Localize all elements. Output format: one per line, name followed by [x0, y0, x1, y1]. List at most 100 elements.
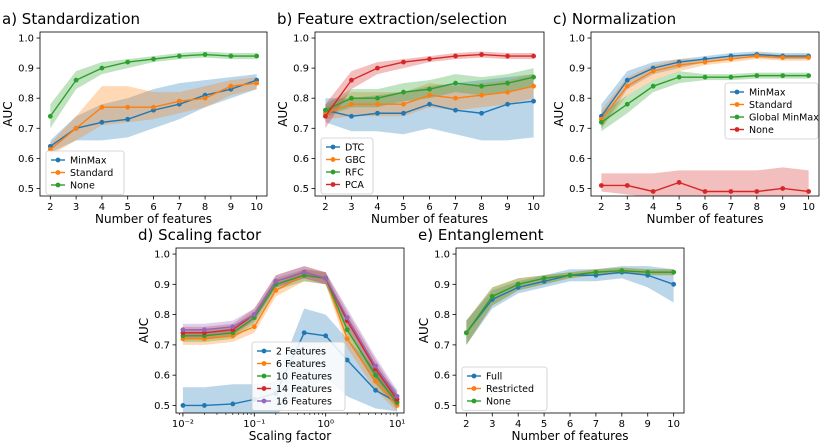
point-none	[151, 56, 156, 62]
x-tick-label: 4	[374, 202, 380, 213]
x-tick-label: 8	[754, 202, 760, 213]
point-pca	[531, 53, 536, 59]
point-2-features	[344, 357, 350, 363]
legend-label: RFC	[345, 168, 364, 179]
point-none	[463, 330, 469, 336]
point-none	[671, 269, 677, 275]
y-tick-label: 0.8	[18, 94, 34, 105]
y-tick-label: 0.8	[293, 94, 309, 105]
panel-title: b) Feature extraction/selection	[277, 10, 507, 28]
legend-box	[45, 150, 125, 195]
y-tick-label: 0.8	[569, 94, 585, 105]
point-none	[47, 113, 53, 119]
legend-label: Full	[486, 372, 502, 383]
point-rfc	[479, 83, 484, 89]
y-axis-label: AUC	[137, 318, 151, 343]
point-pca	[401, 59, 406, 65]
x-tick-label: 10⁻²	[172, 419, 194, 430]
point-gbc	[479, 92, 484, 98]
band-10-features	[182, 269, 398, 409]
point-none	[176, 53, 182, 59]
y-tick-label: 0.6	[569, 154, 585, 165]
point-rfc	[505, 80, 510, 86]
point-2-features	[323, 333, 329, 339]
legend-item-10-features: 10 Features	[257, 372, 332, 383]
x-tick-label: 8	[619, 419, 625, 430]
x-tick-label: 2	[463, 419, 469, 430]
legend-marker	[330, 182, 336, 187]
x-tick-label: 10	[802, 202, 815, 213]
point-minmax	[125, 116, 131, 122]
y-tick-label: 0.8	[434, 310, 450, 321]
legend-item-minmax: MinMax	[730, 88, 786, 99]
point-none	[593, 269, 599, 275]
x-tick-label: 3	[624, 202, 630, 213]
point-10-features	[344, 327, 350, 333]
point-global-minmax	[676, 74, 682, 80]
legend-box	[724, 82, 819, 140]
point-2-features	[202, 403, 207, 408]
point-none	[125, 59, 131, 65]
y-tick-label: 1.0	[18, 34, 34, 45]
legend-item-none: None	[51, 181, 95, 192]
point-rfc	[427, 86, 432, 92]
point-6-features	[273, 287, 279, 293]
point-global-minmax	[728, 74, 734, 80]
point-standard	[780, 55, 786, 60]
legend-marker	[261, 361, 267, 366]
point-standard	[202, 95, 208, 101]
x-tick-label: 10	[667, 419, 680, 430]
panel-2: b) Feature extraction/selection 0.5 0.6 0.7…	[276, 10, 545, 226]
point-standard	[676, 62, 682, 68]
y-tick-label: 0.9	[293, 64, 309, 75]
legend-label: None	[749, 125, 774, 136]
x-axis-label: Scaling factor	[249, 429, 331, 443]
legend-label: 14 Features	[276, 384, 332, 395]
x-tick-label: 4	[99, 202, 105, 213]
point-none	[806, 189, 812, 194]
panel-1: a) Standardization 0.5 0.6 0.7 0.8 0.9 1.0 2 3 4 5…	[1, 10, 268, 226]
point-full	[671, 281, 677, 287]
legend-item-restricted: Restricted	[467, 384, 534, 395]
point-dtc	[375, 110, 380, 116]
point-dtc	[349, 113, 354, 119]
x-axis-label: Number of features	[371, 212, 488, 226]
point-global-minmax	[806, 73, 812, 79]
y-tick-label: 0.9	[154, 280, 170, 291]
x-tick-label: 3	[348, 202, 354, 213]
legend-marker	[55, 182, 61, 188]
point-global-minmax	[702, 74, 708, 80]
y-tick-label: 0.7	[293, 124, 309, 135]
point-none	[780, 186, 786, 191]
point-rfc	[375, 95, 380, 101]
point-rfc	[453, 80, 458, 86]
y-tick-label: 0.6	[434, 371, 450, 382]
point-16-features	[344, 315, 350, 321]
point-none	[728, 189, 734, 194]
legend-box	[320, 137, 374, 195]
x-axis-label: Number of features	[95, 212, 212, 226]
y-tick-label: 0.6	[18, 154, 34, 165]
plot-area	[47, 51, 260, 156]
legend-marker	[55, 157, 61, 163]
legend-item-minmax: MinMax	[51, 156, 107, 167]
legend-label: PCA	[345, 180, 364, 191]
point-minmax	[99, 119, 105, 125]
legend-item-pca: PCA	[326, 180, 364, 191]
legend-box	[461, 366, 548, 411]
point-16-features	[251, 312, 257, 318]
legend-label: Standard	[70, 168, 113, 179]
legend-marker	[734, 102, 740, 107]
point-gbc	[401, 101, 406, 107]
y-tick-label: 1.0	[434, 250, 450, 261]
band-14-features	[182, 266, 398, 406]
legend-label: MinMax	[70, 156, 107, 167]
point-pca	[479, 52, 484, 57]
point-rfc	[401, 89, 406, 95]
panel-title: a) Standardization	[2, 10, 140, 28]
band-pca	[325, 51, 534, 129]
legend-item-none: None	[467, 397, 511, 408]
x-tick-label: 7	[728, 202, 734, 213]
panel-5: e) Entanglement 0.5 0.6 0.7 0.8 0.9 1.0 2 3 4 5 6 7 8…	[417, 226, 685, 443]
